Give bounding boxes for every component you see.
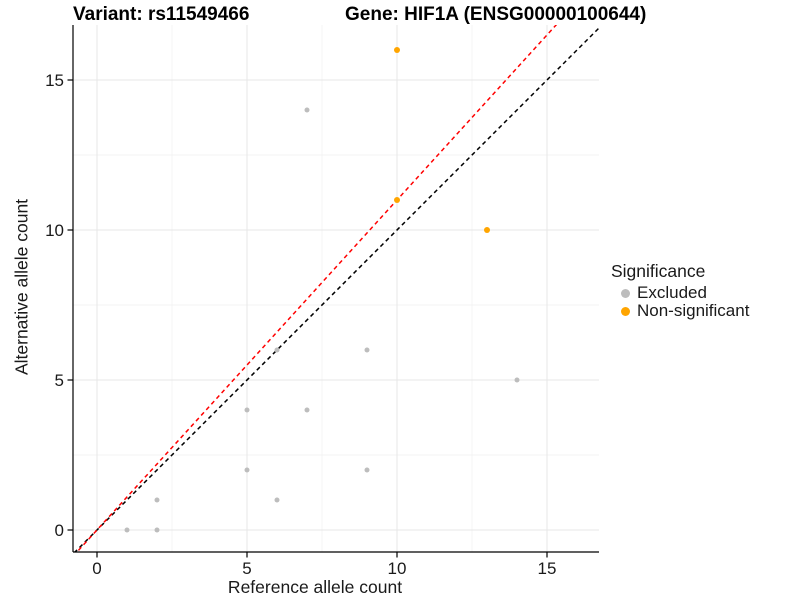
data-point-excluded xyxy=(304,407,310,413)
plot-title-gene: Gene: HIF1A (ENSG00000100644) xyxy=(345,4,647,25)
legend-item-label: Non-significant xyxy=(637,301,750,320)
legend-item: Non-significant xyxy=(611,301,750,320)
y-tick-label: 15 xyxy=(45,71,64,90)
x-tick-label: 15 xyxy=(538,559,557,578)
y-tick-label: 0 xyxy=(55,521,64,540)
x-tick-label: 5 xyxy=(242,559,251,578)
data-point-non-significant xyxy=(484,227,490,233)
data-point-non-significant xyxy=(394,47,400,53)
legend-item-label: Excluded xyxy=(637,283,707,302)
x-axis-title: Reference allele count xyxy=(227,577,403,597)
data-point-non-significant xyxy=(394,197,400,203)
legend-dot-icon xyxy=(621,288,630,298)
y-tick-label: 10 xyxy=(45,221,64,240)
plot-title-variant: Variant: rs11549466 xyxy=(73,4,250,25)
y-axis-title: Alternative allele count xyxy=(11,198,32,376)
data-point-excluded xyxy=(274,347,280,353)
data-point-excluded xyxy=(364,347,370,353)
x-tick-label: 0 xyxy=(92,559,101,578)
data-point-excluded xyxy=(244,407,250,413)
data-point-excluded xyxy=(364,467,370,473)
data-point-excluded xyxy=(154,527,160,533)
legend-items: Excluded Non-significant xyxy=(611,283,750,320)
legend-title: Significance xyxy=(611,261,706,281)
data-point-excluded xyxy=(274,497,280,503)
legend: Significance Excluded Non-significant xyxy=(611,261,749,320)
data-point-excluded xyxy=(304,107,310,113)
fit-line xyxy=(75,25,558,552)
data-point-excluded xyxy=(514,377,520,383)
identity-line xyxy=(73,26,599,552)
x-tick-label: 10 xyxy=(388,559,407,578)
data-point-excluded xyxy=(124,527,130,533)
legend-item: Excluded xyxy=(611,283,749,302)
data-point-excluded xyxy=(244,467,250,473)
data-point-excluded xyxy=(154,497,160,503)
y-tick-label: 5 xyxy=(55,371,64,390)
legend-dot-icon xyxy=(621,306,630,316)
